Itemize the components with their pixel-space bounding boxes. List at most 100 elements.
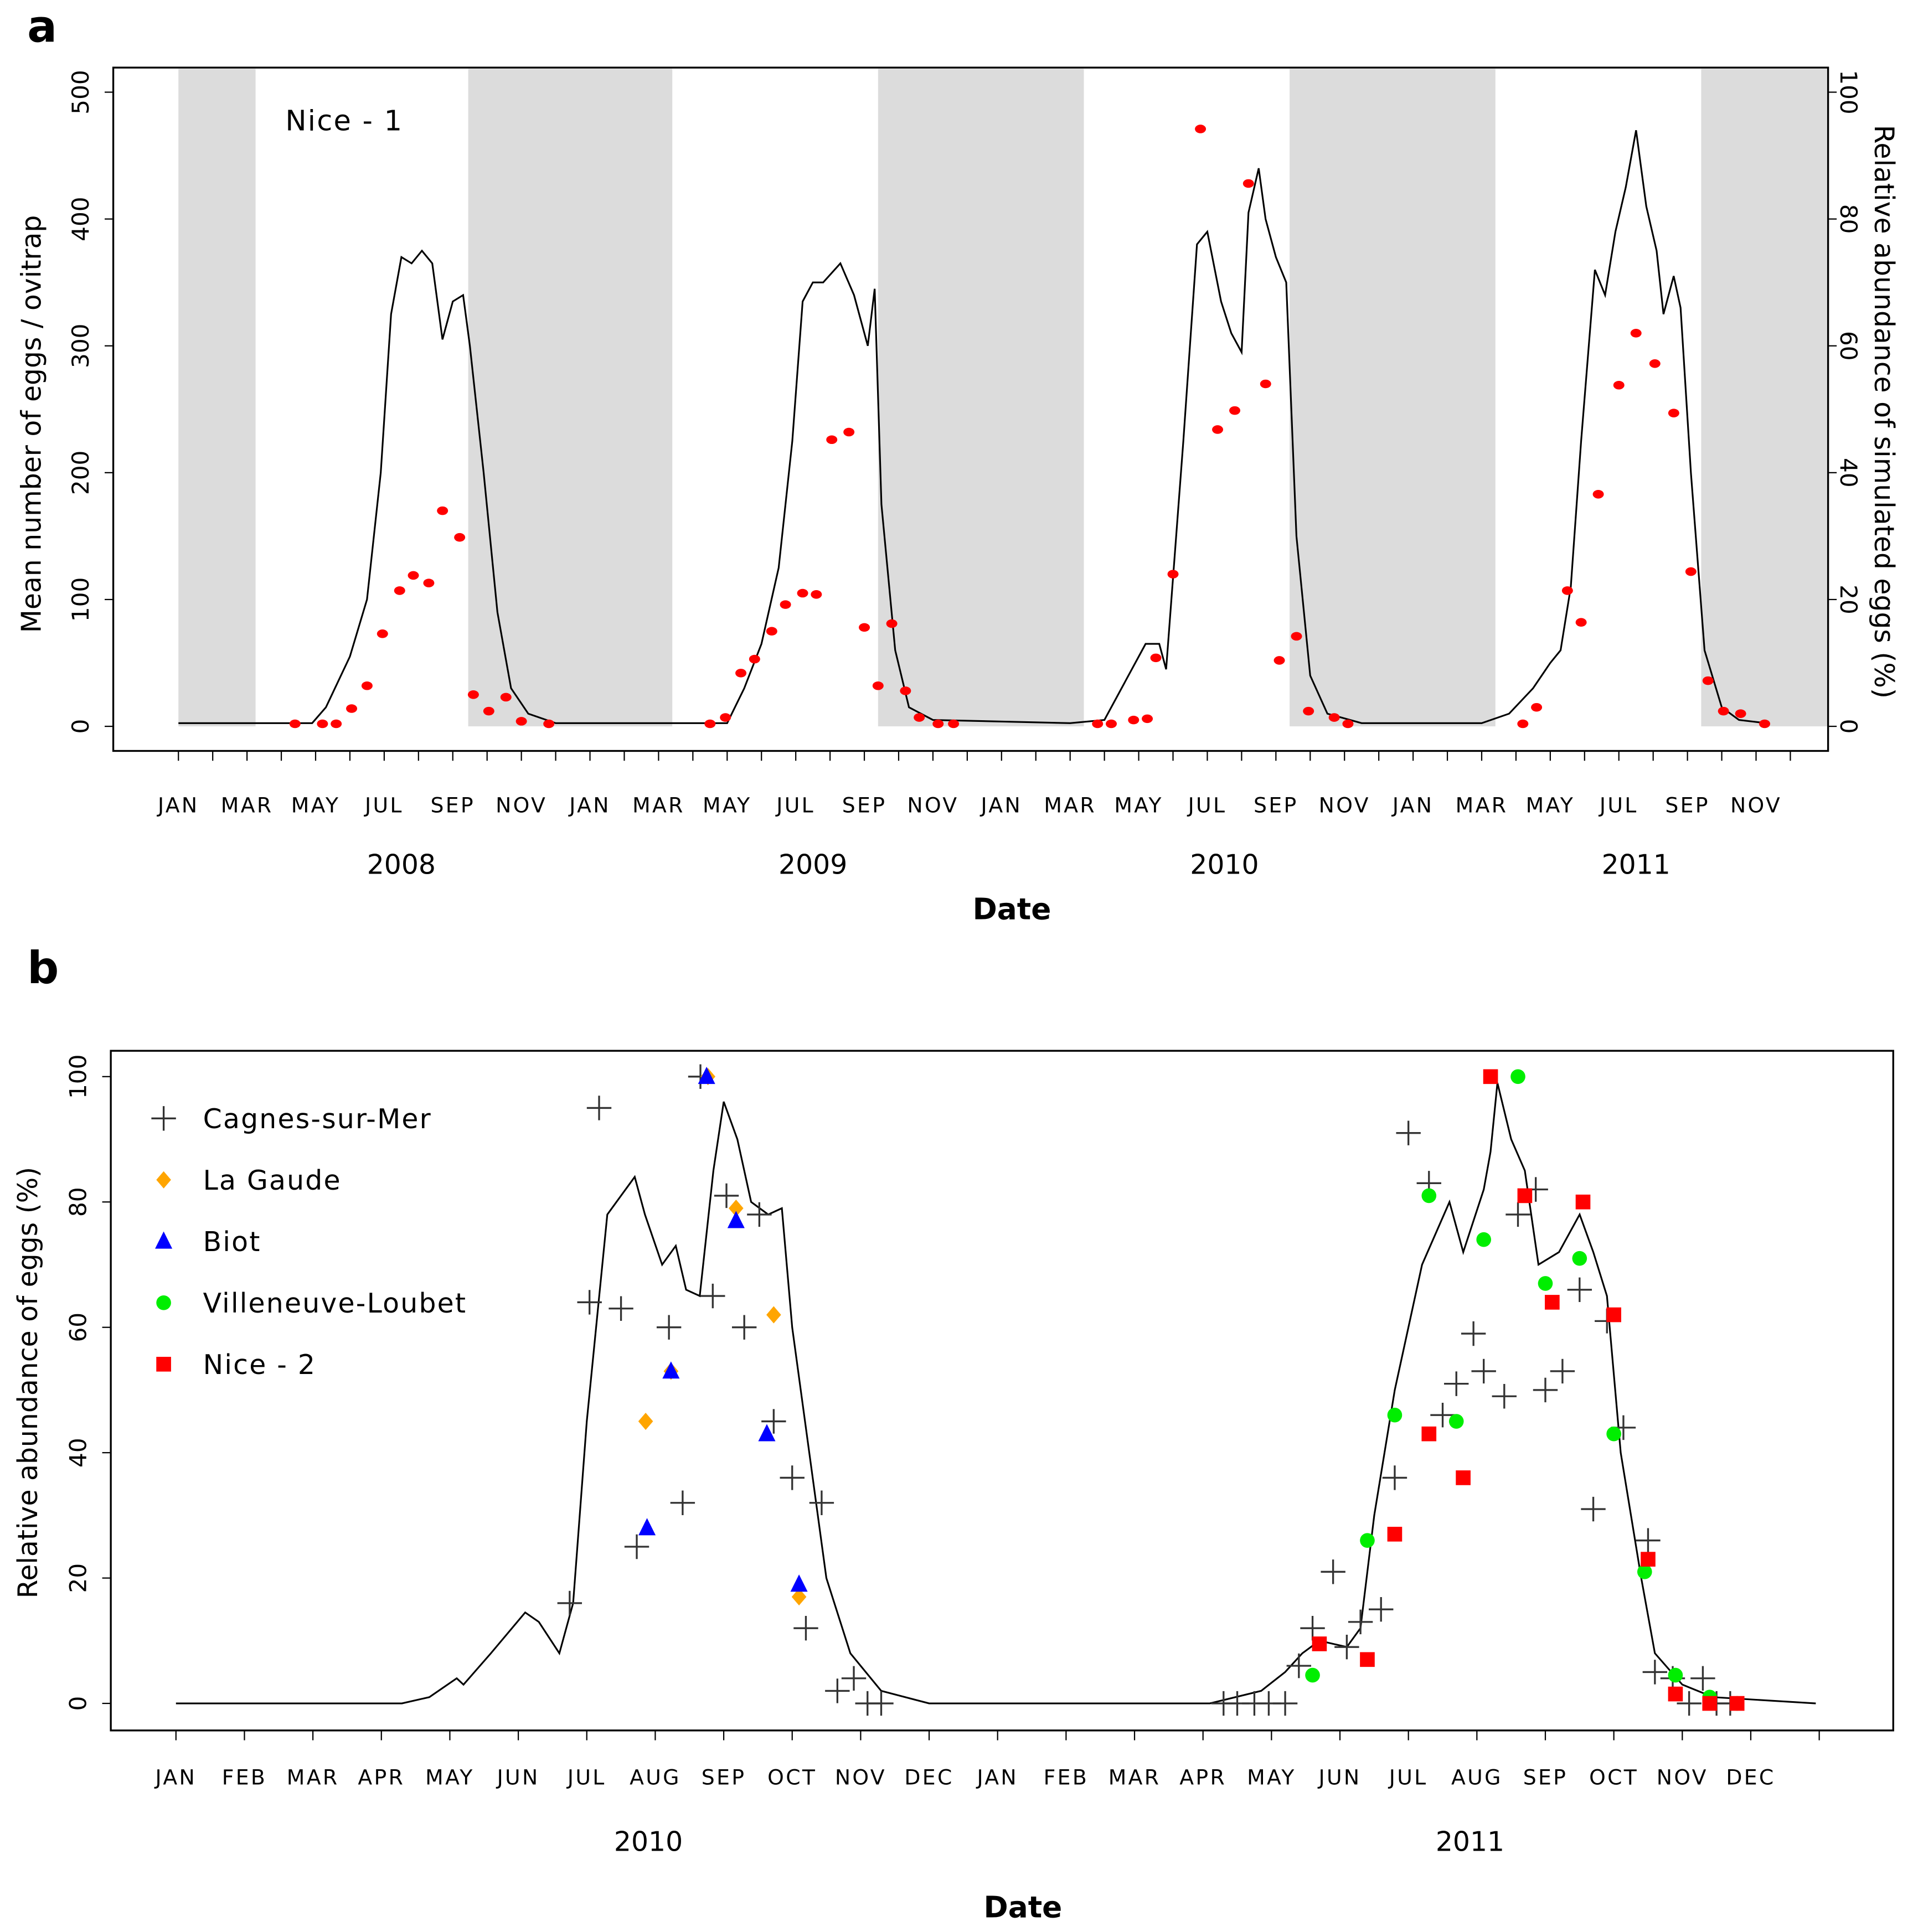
cagnes-sur-mer-point bbox=[700, 1283, 725, 1309]
y-tick-label: 300 bbox=[67, 323, 94, 368]
villeneuve-loubet-point bbox=[1510, 1069, 1525, 1084]
observed-egg-point bbox=[1273, 656, 1285, 665]
month-label: MAR bbox=[221, 793, 274, 817]
cagnes-sur-mer-point bbox=[1272, 1691, 1298, 1716]
la-gaude-point bbox=[766, 1306, 781, 1324]
month-label: NOV bbox=[835, 1765, 886, 1790]
year-label: 2011 bbox=[1436, 1826, 1504, 1857]
cagnes-sur-mer-point bbox=[793, 1615, 818, 1641]
nice-2-point bbox=[1641, 1552, 1656, 1567]
observed-egg-point bbox=[408, 571, 419, 580]
observed-egg-point bbox=[1167, 570, 1179, 578]
nice-2-point bbox=[1702, 1696, 1718, 1711]
nice-2-point bbox=[1729, 1696, 1745, 1711]
la-gaude-point bbox=[791, 1588, 807, 1606]
cagnes-sur-mer-point bbox=[656, 1315, 682, 1340]
month-label: FEB bbox=[1044, 1765, 1089, 1790]
villeneuve-loubet-point bbox=[1360, 1533, 1375, 1548]
legend-label: Villeneuve-Loubet bbox=[203, 1288, 467, 1319]
observed-egg-point bbox=[1685, 567, 1697, 576]
observed-egg-point bbox=[859, 623, 870, 632]
observed-egg-point bbox=[766, 627, 777, 636]
year-label: 2010 bbox=[1190, 849, 1259, 880]
cagnes-sur-mer-point bbox=[1334, 1634, 1359, 1660]
biot-point bbox=[758, 1424, 776, 1442]
legend-item-biot: Biot bbox=[155, 1226, 260, 1258]
cagnes-sur-mer-point bbox=[624, 1534, 649, 1559]
la-gaude-point bbox=[638, 1413, 653, 1430]
legend-item-villeneuve-loubet: Villeneuve-Loubet bbox=[156, 1288, 467, 1319]
y-tick-label: 60 bbox=[65, 1313, 92, 1342]
observed-egg-point bbox=[1613, 380, 1625, 390]
year-label: 2010 bbox=[614, 1826, 683, 1857]
legend-marker-cagnes-sur-mer bbox=[151, 1106, 176, 1131]
year-label: 2008 bbox=[367, 849, 436, 880]
cagnes-sur-mer-point bbox=[714, 1183, 739, 1208]
month-label: JUN bbox=[496, 1765, 540, 1790]
month-label: DEC bbox=[1726, 1765, 1775, 1790]
y-tick-label: 100 bbox=[67, 577, 94, 622]
nice-2-point bbox=[1517, 1188, 1533, 1203]
observed-egg-point bbox=[1242, 179, 1254, 188]
month-label: NOV bbox=[907, 793, 958, 817]
x-axis-title-b: Date bbox=[984, 1890, 1063, 1924]
simulated-eggs-line bbox=[176, 1082, 1816, 1704]
cagnes-sur-mer-point bbox=[1461, 1321, 1486, 1346]
cagnes-sur-mer-point bbox=[577, 1290, 602, 1315]
month-label: NOV bbox=[1657, 1765, 1708, 1790]
month-label: NOV bbox=[1730, 793, 1782, 817]
observed-egg-point bbox=[289, 719, 301, 729]
observed-egg-point bbox=[1291, 632, 1302, 641]
observed-egg-point bbox=[1260, 379, 1271, 389]
panel-b: 0 20 40 60 80 100 JAN FEB MAR APR MAY JUN JUL AUG SEP O… bbox=[65, 1050, 1894, 1857]
biot-point bbox=[662, 1361, 680, 1379]
cagnes-sur-mer-point bbox=[1550, 1358, 1575, 1384]
observed-egg-point bbox=[437, 506, 448, 515]
nice-2-point bbox=[1456, 1470, 1471, 1485]
cagnes-sur-mer-point bbox=[761, 1409, 786, 1434]
biot-point bbox=[698, 1067, 715, 1084]
cagnes-sur-mer-point bbox=[1533, 1377, 1558, 1403]
y-tick-label: 0 bbox=[67, 719, 94, 734]
villeneuve-loubet-point bbox=[1448, 1414, 1464, 1429]
cagnes-sur-mer-point bbox=[841, 1666, 867, 1691]
month-label: JAN bbox=[980, 793, 1023, 817]
month-label: DEC bbox=[904, 1765, 953, 1790]
observed-egg-point bbox=[500, 693, 512, 702]
cagnes-sur-mer-point bbox=[1567, 1277, 1592, 1302]
legend-item-cagnes-sur-mer: Cagnes-sur-Mer bbox=[151, 1103, 431, 1135]
legend-label: La Gaude bbox=[203, 1165, 342, 1196]
nice-2-point bbox=[1387, 1527, 1403, 1542]
observed-egg-point bbox=[1328, 713, 1340, 722]
month-label: MAY bbox=[291, 793, 340, 817]
month-label: MAY bbox=[425, 1765, 474, 1790]
observed-egg-point bbox=[454, 533, 466, 542]
month-label: APR bbox=[358, 1765, 405, 1790]
y-tick-label: 20 bbox=[65, 1563, 92, 1593]
plot-frame-b bbox=[110, 1050, 1894, 1732]
y-tick-label: 0 bbox=[65, 1696, 92, 1711]
month-label: NOV bbox=[496, 793, 547, 817]
nice-2-point bbox=[1360, 1652, 1375, 1667]
month-label: MAR bbox=[1108, 1765, 1161, 1790]
year-label: 2009 bbox=[778, 849, 847, 880]
observed-egg-point bbox=[1718, 706, 1729, 716]
legend-label: Nice - 2 bbox=[203, 1349, 316, 1381]
year-label: 2011 bbox=[1602, 849, 1670, 880]
month-label: MAR bbox=[287, 1765, 339, 1790]
month-label: SEP bbox=[702, 1765, 746, 1790]
simulated-eggs-line bbox=[178, 130, 1767, 724]
cagnes-sur-mer-point bbox=[1321, 1559, 1345, 1584]
observed-egg-point bbox=[1342, 719, 1354, 729]
y-tick-label: 500 bbox=[67, 70, 94, 114]
cagnes-sur-mer-point bbox=[557, 1590, 582, 1616]
nice-2-point bbox=[1668, 1686, 1683, 1702]
x-axis-title-a: Date bbox=[973, 892, 1051, 927]
cagnes-sur-mer-point bbox=[780, 1465, 805, 1490]
month-label: JAN bbox=[568, 793, 611, 817]
cagnes-sur-mer-point bbox=[1690, 1666, 1715, 1691]
month-label: APR bbox=[1179, 1765, 1226, 1790]
observed-egg-point bbox=[704, 719, 716, 729]
month-label: SEP bbox=[842, 793, 887, 817]
